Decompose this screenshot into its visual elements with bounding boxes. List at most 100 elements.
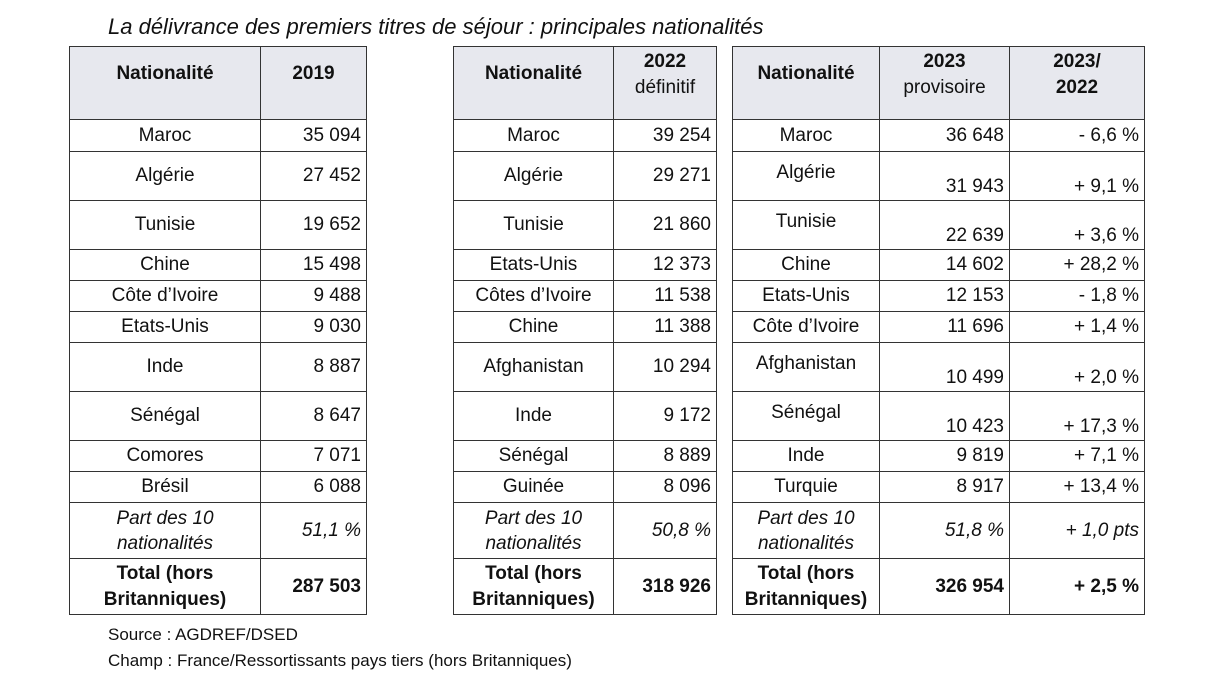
header-year: 2023 bbox=[923, 51, 966, 72]
value-cell: 9 819 bbox=[879, 440, 1010, 472]
country-cell: Côtes d’Ivoire bbox=[453, 280, 614, 312]
value-cell: 7 071 bbox=[260, 440, 367, 472]
total-value: 287 503 bbox=[260, 558, 367, 615]
value-cell: 14 602 bbox=[879, 249, 1010, 281]
value-cell: 9 488 bbox=[260, 280, 367, 312]
table-header-row: Nationalité 2019 bbox=[69, 46, 367, 120]
total-label: Total (hors Britanniques) bbox=[453, 558, 614, 615]
value-cell: 10 294 bbox=[613, 342, 717, 392]
total-change: + 2,5 % bbox=[1009, 558, 1145, 615]
country-cell: Etats-Unis bbox=[69, 311, 261, 343]
share-label: Part des 10 nationalités bbox=[453, 502, 614, 559]
table-row: Afghanistan 10 499 + 2,0 % bbox=[732, 342, 1145, 392]
header-year: 2022 bbox=[643, 51, 687, 72]
value-cell: 15 498 bbox=[260, 249, 367, 281]
country-cell: Etats-Unis bbox=[732, 280, 880, 312]
value-cell: 8 647 bbox=[260, 391, 367, 441]
country-cell: Guinée bbox=[453, 471, 614, 503]
source-note: Source : AGDREF/DSED bbox=[108, 625, 298, 644]
header-change-line2: 2022 bbox=[1055, 77, 1099, 98]
country-cell: Maroc bbox=[732, 119, 880, 152]
value-cell: 8 917 bbox=[879, 471, 1010, 503]
value-cell: 22 639 bbox=[879, 200, 1010, 250]
share-change: + 1,0 pts bbox=[1009, 502, 1145, 559]
country-cell: Etats-Unis bbox=[453, 249, 614, 281]
header-status: provisoire bbox=[903, 77, 986, 98]
table-row: Côte d’Ivoire 11 696 + 1,4 % bbox=[732, 311, 1145, 343]
change-cell: + 28,2 % bbox=[1009, 249, 1145, 281]
value-cell: 35 094 bbox=[260, 119, 367, 152]
total-row: Total (hors Britanniques) 326 954 + 2,5 % bbox=[732, 558, 1145, 615]
table-row: Etats-Unis 12 153- 1,8 % bbox=[732, 280, 1145, 312]
country-cell: Côte d’Ivoire bbox=[732, 311, 880, 343]
country-cell: Chine bbox=[732, 249, 880, 281]
change-cell: + 13,4 % bbox=[1009, 471, 1145, 503]
share-row: Part des 10 nationalités 51,8 % + 1,0 pts bbox=[732, 502, 1145, 559]
total-label: Total (hors Britanniques) bbox=[69, 558, 261, 615]
value-cell: 11 696 bbox=[879, 311, 1010, 343]
country-cell: Maroc bbox=[453, 119, 614, 152]
value-cell: 36 648 bbox=[879, 119, 1010, 152]
value-cell: 31 943 bbox=[879, 151, 1010, 201]
header-nationalite: Nationalité bbox=[453, 46, 614, 120]
value-cell: 11 388 bbox=[613, 311, 717, 343]
value-cell: 21 860 bbox=[613, 200, 717, 250]
change-cell: + 1,4 % bbox=[1009, 311, 1145, 343]
header-status: définitif bbox=[634, 77, 696, 98]
country-cell: Sénégal bbox=[453, 440, 614, 472]
table-row: Côtes d’Ivoire 11 538 bbox=[453, 280, 717, 312]
value-cell: 27 452 bbox=[260, 151, 367, 201]
table-2022: Nationalité 2022 définitif Maroc 39 254 A… bbox=[453, 46, 717, 615]
share-label: Part des 10 nationalités bbox=[69, 502, 261, 559]
table-row: Brésil 6 088 bbox=[69, 471, 367, 503]
header-nationalite: Nationalité bbox=[732, 46, 880, 120]
country-cell: Afghanistan bbox=[732, 342, 880, 392]
header-year-2023: 2023 provisoire bbox=[879, 46, 1010, 120]
change-cell: + 2,0 % bbox=[1009, 342, 1145, 392]
total-label: Total (hors Britanniques) bbox=[732, 558, 880, 615]
country-cell: Algérie bbox=[732, 151, 880, 201]
value-cell: 12 153 bbox=[879, 280, 1010, 312]
header-nationalite: Nationalité bbox=[69, 46, 261, 120]
country-cell: Turquie bbox=[732, 471, 880, 503]
table-row: Chine 11 388 bbox=[453, 311, 717, 343]
table-row: Algérie 29 271 bbox=[453, 151, 717, 201]
value-cell: 6 088 bbox=[260, 471, 367, 503]
value-cell: 19 652 bbox=[260, 200, 367, 250]
table-row: Afghanistan 10 294 bbox=[453, 342, 717, 392]
table-row: Maroc 35 094 bbox=[69, 119, 367, 152]
table-row: Côte d’Ivoire 9 488 bbox=[69, 280, 367, 312]
country-cell: Tunisie bbox=[732, 200, 880, 250]
table-row: Inde 8 887 bbox=[69, 342, 367, 392]
total-row: Total (hors Britanniques) 318 926 bbox=[453, 558, 717, 615]
scope-note: Champ : France/Ressortissants pays tiers… bbox=[108, 651, 572, 670]
table-row: Inde 9 172 bbox=[453, 391, 717, 441]
value-cell: 9 030 bbox=[260, 311, 367, 343]
total-value: 318 926 bbox=[613, 558, 717, 615]
change-cell: + 7,1 % bbox=[1009, 440, 1145, 472]
country-cell: Inde bbox=[453, 391, 614, 441]
page-title: La délivrance des premiers titres de séj… bbox=[108, 14, 764, 39]
header-change-line1: 2023/ bbox=[1053, 51, 1101, 72]
table-row: Tunisie 19 652 bbox=[69, 200, 367, 250]
country-cell: Tunisie bbox=[69, 200, 261, 250]
value-cell: 8 887 bbox=[260, 342, 367, 392]
header-year-2022: 2022 définitif bbox=[613, 46, 717, 120]
table-row: Turquie 8 917 + 13,4 % bbox=[732, 471, 1145, 503]
table-row: Tunisie 22 639 + 3,6 % bbox=[732, 200, 1145, 250]
value-cell: 12 373 bbox=[613, 249, 717, 281]
share-value: 50,8 % bbox=[613, 502, 717, 559]
table-row: Maroc 39 254 bbox=[453, 119, 717, 152]
table-row: Sénégal 10 423 + 17,3 % bbox=[732, 391, 1145, 441]
table-header-row: Nationalité 2023 provisoire 2023/ 2022 bbox=[732, 46, 1145, 120]
country-cell: Chine bbox=[453, 311, 614, 343]
value-cell: 10 499 bbox=[879, 342, 1010, 392]
table-row: Etats-Unis 9 030 bbox=[69, 311, 367, 343]
table-row: Algérie 31 943 + 9,1 % bbox=[732, 151, 1145, 201]
value-cell: 11 538 bbox=[613, 280, 717, 312]
change-cell: + 3,6 % bbox=[1009, 200, 1145, 250]
country-cell: Afghanistan bbox=[453, 342, 614, 392]
country-cell: Inde bbox=[69, 342, 261, 392]
value-cell: 8 096 bbox=[613, 471, 717, 503]
header-year-2019: 2019 bbox=[260, 46, 367, 120]
